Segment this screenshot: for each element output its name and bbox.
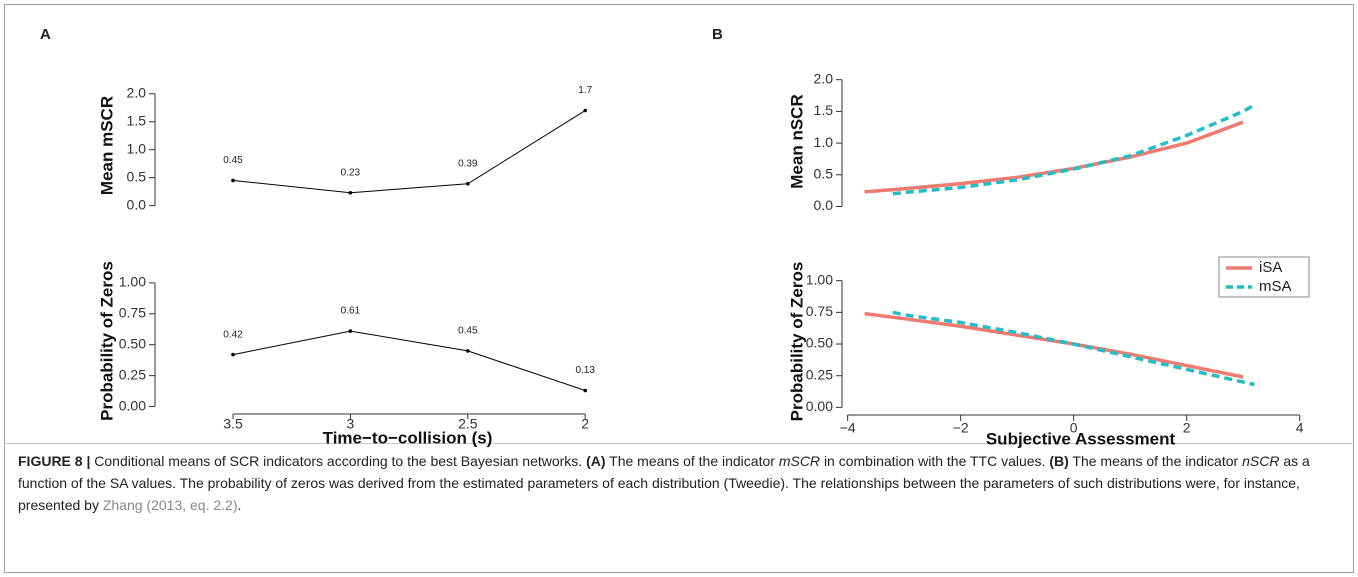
data-point	[466, 349, 470, 353]
y-tick-label: 0.00	[806, 398, 833, 414]
caption-text: as a function of the SA values. The prob…	[18, 453, 1310, 513]
data-label: 0.39	[458, 158, 478, 169]
caption-bold: (A)	[586, 453, 606, 469]
data-line	[232, 110, 586, 194]
data-point	[348, 329, 353, 333]
y-tick-label: 1.00	[806, 271, 833, 287]
y-tick-label: 1.00	[119, 274, 146, 290]
y-tick-label: 1.0	[127, 140, 147, 156]
caption: FIGURE 8 | Conditional means of SCR indi…	[18, 450, 1343, 516]
caption-italic: nSCR	[1242, 453, 1280, 469]
y-tick-label: 0.50	[806, 335, 833, 351]
y-tick-label: 0.5	[814, 165, 834, 181]
x-tick-label: −2	[953, 420, 969, 436]
caption-label: FIGURE 8 |	[18, 453, 91, 469]
data-point	[466, 182, 470, 186]
y-tick-label: 0.25	[806, 366, 833, 382]
data-line	[892, 103, 1256, 196]
y-tick-label: 0.50	[119, 335, 146, 351]
caption-text: The means of the indicator	[609, 453, 775, 469]
data-line	[232, 330, 586, 391]
caption-link[interactable]: Zhang (2013, eq. 2.2)	[102, 497, 238, 513]
data-label: 0.23	[341, 167, 361, 178]
y-axis-title: Probability of Zeros	[787, 262, 806, 422]
x-tick-label: −4	[840, 420, 856, 436]
x-tick-label: 3	[347, 416, 355, 432]
y-tick-label: 0.75	[119, 304, 146, 320]
legend-label: iSA	[1259, 259, 1282, 276]
legend-box	[1218, 256, 1310, 298]
y-tick-label: 1.5	[127, 112, 147, 128]
data-label: 0.45	[223, 155, 243, 166]
caption-text: .	[237, 497, 242, 513]
data-label: 0.42	[223, 329, 243, 340]
data-label: 1.7	[578, 85, 592, 96]
y-tick-label: 0.0	[814, 197, 834, 213]
panel-label: A	[40, 26, 51, 43]
legend-label: mSA	[1259, 278, 1292, 295]
x-tick-label: 2	[581, 416, 589, 432]
x-tick-label: 3.5	[223, 416, 243, 432]
figure-border	[4, 4, 1354, 573]
y-tick-label: 0.75	[806, 303, 833, 319]
y-tick-label: 0.0	[127, 196, 147, 212]
data-label: 0.61	[341, 306, 361, 317]
data-point	[583, 108, 587, 113]
data-point	[348, 190, 353, 195]
x-tick-label: 2.5	[458, 416, 478, 432]
data-point	[231, 352, 235, 357]
data-line	[864, 311, 1244, 379]
y-tick-label: 1.0	[814, 134, 834, 150]
y-tick-label: 0.00	[119, 397, 146, 413]
panel-label: B	[712, 26, 723, 43]
y-tick-label: 2.0	[814, 70, 834, 86]
caption-text: in combination with the TTC values.	[823, 453, 1046, 469]
y-tick-label: 0.25	[119, 366, 146, 382]
data-label: 0.13	[575, 365, 595, 376]
data-point	[231, 178, 235, 183]
x-tick-label: 2	[1183, 420, 1191, 436]
x-axis-title: Time−to−collision (s)	[323, 428, 493, 447]
x-tick-label: 4	[1296, 420, 1304, 436]
caption-bold: (B)	[1049, 453, 1069, 469]
x-axis-title: Subjective Assessment	[986, 429, 1176, 448]
y-tick-label: 0.5	[127, 168, 147, 184]
y-axis-title: Mean nSCR	[787, 94, 806, 188]
caption-text: The means of the indicator	[1072, 453, 1239, 469]
y-tick-label: 2.0	[127, 84, 147, 100]
data-line	[864, 120, 1244, 194]
data-point	[583, 388, 587, 393]
y-axis-title: Mean mSCR	[97, 96, 116, 195]
x-tick-label: 0	[1070, 420, 1078, 436]
caption-text: Conditional means of SCR indicators acco…	[94, 453, 583, 469]
caption-italic: mSCR	[778, 453, 821, 469]
data-line	[892, 310, 1255, 387]
y-axis-title: Probability of Zeros	[97, 261, 116, 421]
y-tick-label: 1.5	[814, 102, 834, 118]
data-label: 0.45	[458, 326, 478, 337]
